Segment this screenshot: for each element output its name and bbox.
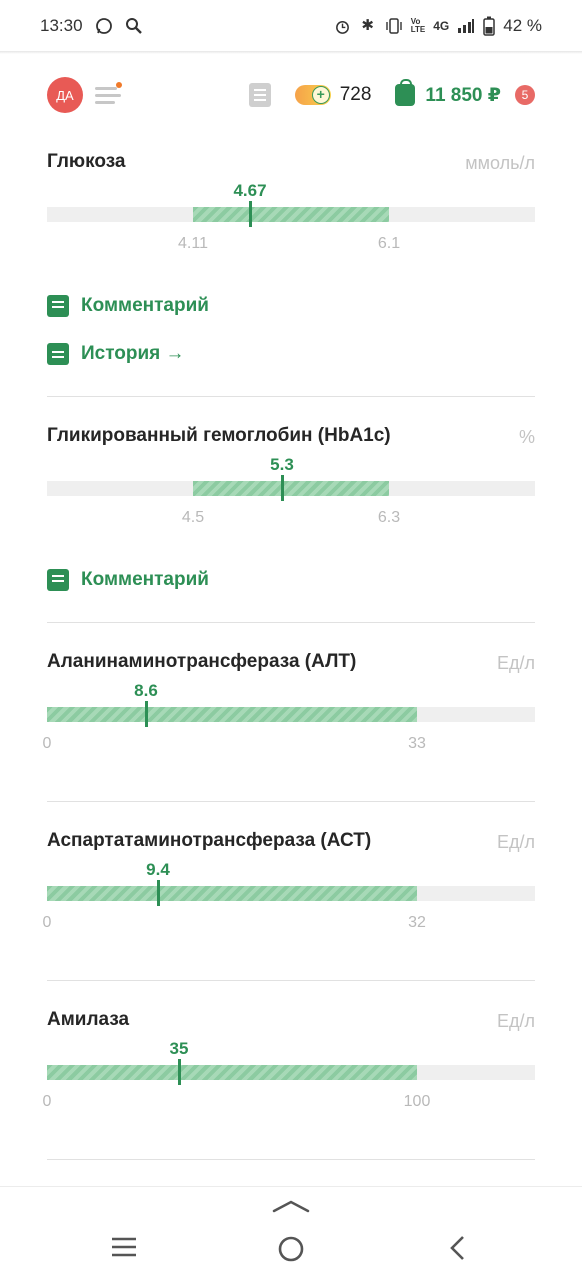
indicator-value: 4.67 [233,181,267,200]
coins-count: 728 [339,84,372,105]
comment-label: Комментарий [81,295,209,316]
reference-range [193,207,389,222]
list-icon[interactable] [248,83,271,107]
range-track [47,475,535,501]
indicator-title: Аланинаминотрансфераза (АЛТ) [47,651,357,672]
home-icon[interactable] [278,1236,304,1262]
value-marker [248,201,252,227]
comment-button[interactable]: Комментарий [47,295,209,317]
divider [47,980,535,981]
range-track [47,201,535,227]
indicator-value: 8.6 [134,681,158,700]
indicator-alt: Аланинаминотрансфераза (АЛТ) Ед/л 8.6 0 … [43,651,535,771]
reference-range [47,1065,417,1080]
reference-range [193,481,389,496]
divider [47,1159,535,1160]
comment-label: Комментарий [81,569,209,590]
indicator-title: Аспартатаминотрансфераза (АСТ) [47,830,372,851]
volte-icon: Vo LTE [410,17,426,34]
indicator-hba1c: Гликированный гемоглобин (HbA1c) % 5.3 4… [47,425,535,605]
status-time: 13:30 [40,16,83,35]
indicator-title: Глюкоза [47,151,126,172]
range-max: 6.3 [377,509,401,526]
indicator-title: Амилаза [47,1009,130,1030]
whatsapp-icon [95,18,112,34]
battery-level: 42 % [503,16,542,35]
recent-apps-icon[interactable] [110,1235,138,1259]
search-icon [125,18,142,34]
range-max: 33 [408,735,426,752]
value-marker [280,475,284,501]
indicator-value: 5.3 [270,455,294,474]
indicator-unit: Ед/л [496,653,535,673]
network-type: 4G [433,19,450,33]
app-header: ДА + 728 11 850 ₽ 5 [47,72,535,118]
indicator-unit: Ед/л [496,832,535,852]
system-nav-bar [0,1186,582,1280]
indicator-glucose: Глюкоза ммоль/л 4.67 4.11 6.1 Комментари… [47,151,535,381]
divider [47,801,535,802]
range-max: 6.1 [377,235,401,252]
history-label: История → [81,343,185,364]
vibrate-icon [386,18,402,34]
indicator-unit: ммоль/л [465,153,535,173]
status-bar: 13:30 ✱ Vo LTE 4G 42 % [0,0,582,54]
indicator-unit: % [518,427,535,447]
coin-icon[interactable]: + [294,85,331,105]
value-marker [144,701,148,727]
comment-button[interactable]: Комментарий [47,569,209,591]
avatar[interactable]: ДА [47,77,83,113]
range-track [47,1059,535,1085]
range-min: 4.5 [181,509,205,526]
history-button[interactable]: История → [47,343,185,365]
reference-range [47,707,417,722]
value-marker [156,880,160,906]
range-min: 0 [42,735,52,752]
range-max: 32 [408,914,426,931]
divider [47,396,535,397]
indicator-amylase: Амилаза Ед/л 35 0 100 [43,1009,535,1129]
value-marker [177,1059,181,1085]
range-track [47,701,535,727]
bluetooth-icon: ✱ [361,17,374,34]
menu-icon[interactable] [95,82,122,105]
comment-icon [47,569,69,591]
bag-icon[interactable] [395,79,416,106]
balance[interactable]: 11 850 ₽ [425,84,501,106]
range-max: 100 [403,1093,431,1110]
cart-badge: 5 [515,85,535,105]
comment-icon [47,295,69,317]
indicator-unit: Ед/л [496,1011,535,1031]
indicator-value: 35 [169,1039,189,1058]
range-min: 0 [42,1093,52,1110]
range-min: 4.11 [178,235,208,252]
indicator-ast: Аспартатаминотрансфераза (АСТ) Ед/л 9.4 … [43,830,535,950]
range-track [47,880,535,906]
signal-icon [458,19,475,33]
chevron-up-icon[interactable] [272,1199,310,1213]
reference-range [47,886,417,901]
indicator-value: 9.4 [146,860,170,879]
alarm-icon [335,20,349,34]
range-min: 0 [42,914,52,931]
history-icon [47,343,69,365]
indicator-title: Гликированный гемоглобин (HbA1c) [47,425,391,446]
battery-icon [483,16,495,36]
back-icon[interactable] [448,1235,468,1261]
divider [47,622,535,623]
